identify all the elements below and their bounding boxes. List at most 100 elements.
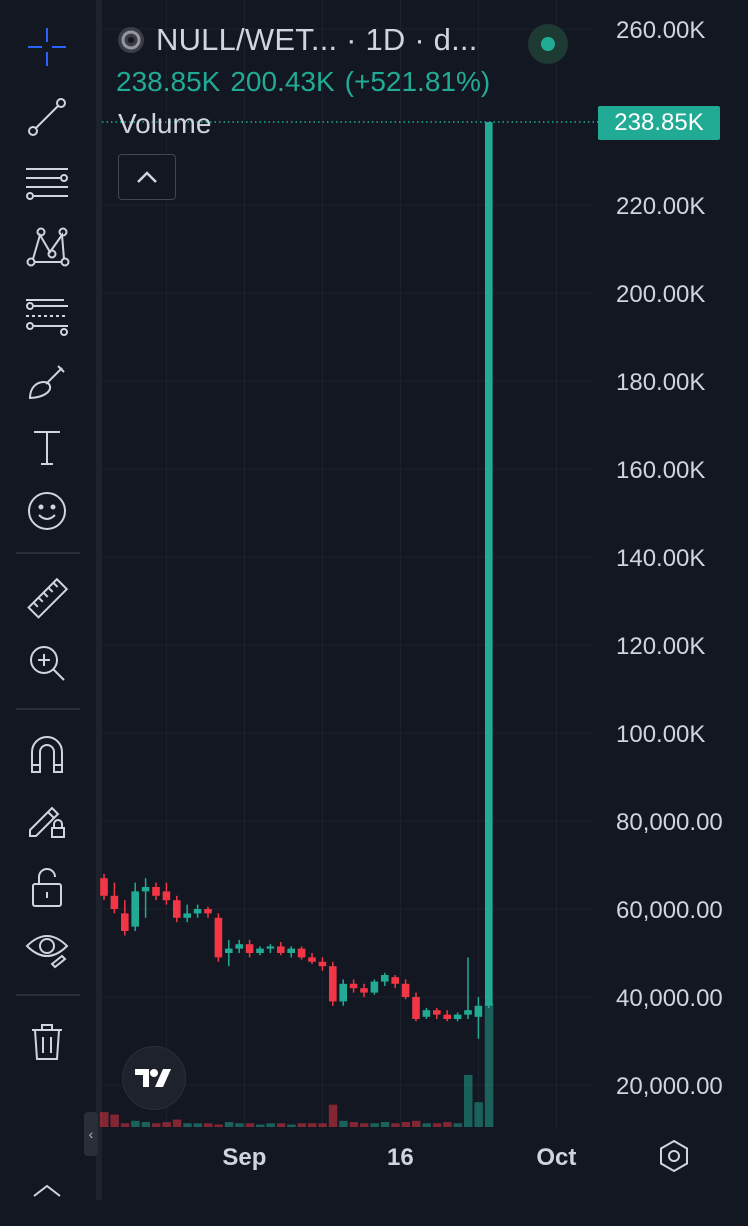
zoom-in-icon[interactable] <box>18 634 76 692</box>
volume-bar <box>412 1120 421 1127</box>
market-status-icon[interactable] <box>528 24 568 64</box>
volume-bar <box>141 1122 151 1127</box>
volume-bar <box>391 1123 400 1127</box>
candle <box>173 895 181 923</box>
token-logo-icon <box>118 27 144 53</box>
prediction-icon[interactable] <box>18 286 76 344</box>
candle <box>433 1008 441 1019</box>
tradingview-logo-icon[interactable] <box>122 1046 186 1110</box>
lock-drawing-icon[interactable] <box>18 790 76 848</box>
collapse-toolbar-button[interactable]: ‹ <box>84 1112 98 1156</box>
y-axis-tick-label: 100.00K <box>616 721 705 748</box>
volume-bar <box>297 1123 307 1127</box>
last-price-tag: 238.85K <box>598 106 720 140</box>
candle <box>370 979 379 995</box>
volume-bar <box>443 1122 452 1127</box>
candle <box>152 882 160 901</box>
volume-bar <box>131 1120 140 1127</box>
symbol-title[interactable]: NULL/WET... · 1D · d... <box>156 22 478 57</box>
brush-icon[interactable] <box>18 354 76 412</box>
volume-bar <box>464 1074 473 1127</box>
trend-line-icon[interactable] <box>18 88 76 146</box>
last-price: 238.85K <box>116 66 221 97</box>
volume-bar <box>380 1122 390 1127</box>
magnet-icon[interactable] <box>18 726 76 784</box>
candle <box>214 913 223 962</box>
chart-settings-icon[interactable] <box>656 1138 692 1174</box>
trash-icon[interactable] <box>18 1012 76 1070</box>
volume-bar <box>120 1123 130 1127</box>
candle <box>287 946 295 958</box>
x-axis-tick-label: 16 <box>387 1144 414 1171</box>
eye-icon[interactable] <box>18 918 76 976</box>
toolbar-separator <box>16 994 80 996</box>
y-axis-tick-label: 120.00K <box>616 633 705 660</box>
volume-bar <box>204 1123 213 1127</box>
candle <box>131 882 139 931</box>
toolbar-divider <box>96 0 102 1200</box>
y-axis-tick-label: 20,000.00 <box>616 1073 723 1100</box>
candle <box>277 942 285 956</box>
drawings-toggle-icon[interactable] <box>18 1168 76 1226</box>
volume-bar <box>162 1122 171 1127</box>
y-axis-tick-label: 220.00K <box>616 193 705 220</box>
volume-bar <box>308 1123 317 1127</box>
chevron-up-icon <box>137 171 157 183</box>
candle <box>329 961 337 1006</box>
candle <box>225 939 233 967</box>
x-axis-tick-label: Oct <box>536 1144 576 1171</box>
volume-bar <box>193 1123 203 1127</box>
emoji-icon[interactable] <box>18 482 76 540</box>
candle <box>162 882 171 905</box>
volume-bar <box>318 1123 327 1127</box>
bottom-pane-strip <box>102 1188 748 1200</box>
volume-bar <box>432 1123 442 1127</box>
y-axis-tick-label: 60,000.00 <box>616 897 723 924</box>
volume-bar <box>349 1122 359 1127</box>
volume-bar <box>266 1123 275 1127</box>
volume-bar <box>474 1102 483 1127</box>
y-axis-tick-label: 160.00K <box>616 457 705 484</box>
volume-bar <box>235 1123 244 1127</box>
volume-bar <box>172 1119 182 1127</box>
price-change-percent: (+521.81%) <box>344 66 491 97</box>
fib-retracement-icon[interactable] <box>18 154 76 212</box>
y-axis-tick-label: 80,000.00 <box>616 809 723 836</box>
volume-bar <box>276 1123 286 1127</box>
candle <box>266 944 275 953</box>
volume-bar <box>100 1112 109 1127</box>
pattern-icon[interactable] <box>18 218 76 276</box>
chart-legend: NULL/WET... · 1D · d... 238.85K 200.43K (+… <box>116 18 576 98</box>
collapse-indicator-button[interactable] <box>118 154 176 200</box>
x-axis-tick-label: Sep <box>222 1144 266 1171</box>
y-axis-tick-label: 260.00K <box>616 17 705 44</box>
volume-bar <box>370 1123 379 1127</box>
candle <box>349 979 358 993</box>
candle <box>391 975 399 989</box>
price-change-row: 238.85K 200.43K (+521.81%) <box>116 66 576 98</box>
text-icon[interactable] <box>18 418 76 476</box>
candle <box>318 957 327 971</box>
toolbar-separator <box>16 708 80 710</box>
candle <box>183 904 191 923</box>
volume-bar <box>339 1120 348 1127</box>
candle <box>297 946 306 960</box>
toolbar-separator <box>16 552 80 554</box>
unlock-icon[interactable] <box>18 858 76 916</box>
crosshair-icon[interactable] <box>18 18 76 76</box>
volume-bar <box>183 1123 192 1127</box>
candle <box>141 878 150 918</box>
price-change: 200.43K <box>230 66 335 97</box>
volume-indicator-label[interactable]: Volume <box>118 108 212 139</box>
volume-bar <box>110 1114 119 1127</box>
candle <box>245 939 254 958</box>
volume-bar <box>245 1123 255 1127</box>
volume-bar <box>484 1003 494 1127</box>
candle <box>256 946 264 956</box>
drawing-toolbar <box>0 0 96 1200</box>
candle <box>401 979 410 1000</box>
y-axis-tick-label: 180.00K <box>616 369 705 396</box>
ruler-icon[interactable] <box>18 570 76 628</box>
price-chart[interactable]: 20,000.00 40,000.00 60,000.00 80,000.00 100.… <box>0 0 748 1200</box>
y-axis-tick-label: 140.00K <box>616 545 705 572</box>
